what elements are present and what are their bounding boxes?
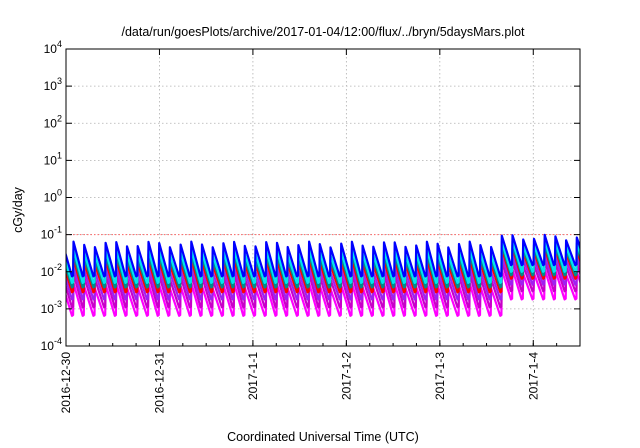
x-tick-label: 2016-12-30 [59, 352, 73, 414]
x-axis-label: Coordinated Universal Time (UTC) [227, 430, 419, 444]
y-tick-label: 10-2 [41, 262, 62, 279]
x-tick-label: 2017-1-1 [246, 352, 260, 400]
y-tick-label: 103 [44, 76, 62, 93]
series-group [66, 233, 580, 317]
y-tick-label: 10-4 [41, 336, 62, 353]
y-tick-label: 101 [44, 150, 62, 167]
x-tick-label: 2017-1-2 [339, 352, 353, 400]
y-tick-label: 102 [44, 113, 62, 130]
y-axis-label: cGy/day [11, 186, 25, 233]
y-tick-label: 10-1 [41, 225, 62, 242]
series-line [66, 233, 580, 278]
x-tick-label: 2016-12-31 [152, 352, 166, 414]
x-tick-label: 2017-1-3 [433, 352, 447, 400]
x-tick-label: 2017-1-4 [526, 352, 540, 400]
y-tick-label: 100 [44, 188, 62, 205]
x-axis: 2016-12-30 2016-12-31 2017-1-1 2017-1-2 2017… [59, 49, 581, 414]
y-axis: 104 103 102 101 100 10-1 10-2 10-3 10-4 [41, 39, 580, 353]
y-tick-label: 10-3 [41, 299, 62, 316]
chart-title: /data/run/goesPlots/archive/2017-01-04/1… [121, 25, 525, 39]
y-tick-label: 104 [44, 39, 62, 56]
